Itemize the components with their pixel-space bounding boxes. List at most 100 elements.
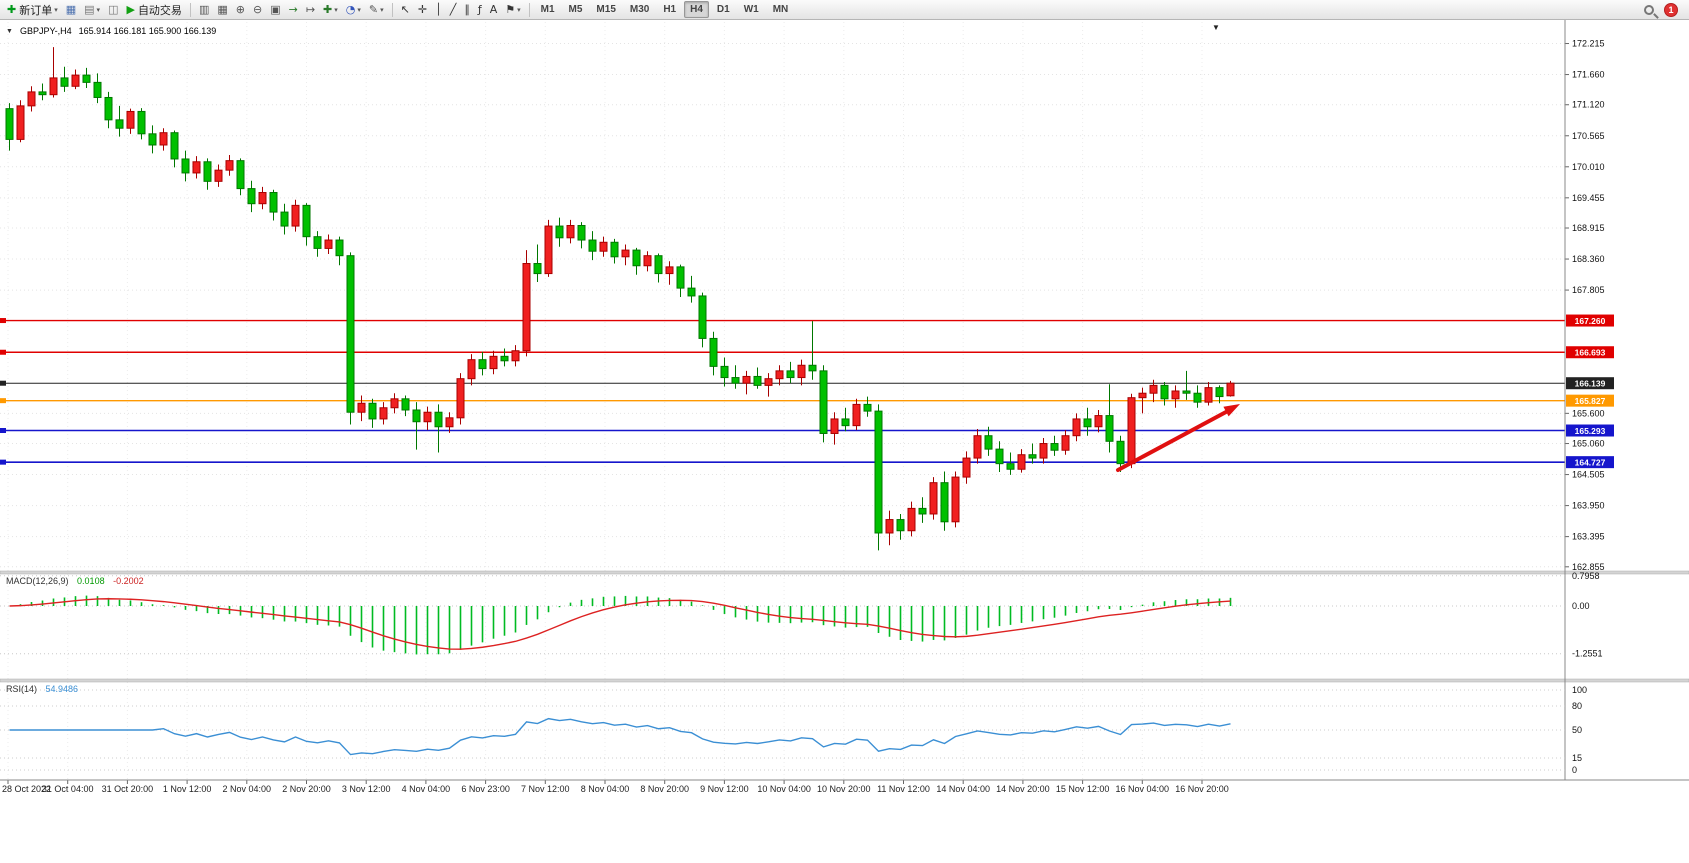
template-icon: ✎ (368, 3, 379, 16)
cursor-button[interactable]: ↖ (398, 1, 413, 19)
market-watch-button[interactable]: ◫ (105, 1, 121, 19)
svg-text:167.805: 167.805 (1572, 285, 1605, 295)
svg-text:0.7958: 0.7958 (1572, 571, 1600, 581)
arrows-button-dropdown-icon[interactable]: ▾ (517, 6, 521, 14)
chart-shift-icon: ↦ (305, 3, 316, 16)
channel-button[interactable]: ∥ (461, 1, 473, 19)
svg-text:166.139: 166.139 (1575, 379, 1606, 389)
svg-text:7 Nov 12:00: 7 Nov 12:00 (521, 784, 570, 794)
chart-shift-button[interactable]: ↦ (303, 1, 318, 19)
timeframe-h1-button[interactable]: H1 (663, 4, 677, 15)
trendline-button[interactable]: ╱ (447, 1, 460, 19)
zoom-in-button[interactable]: ⊕ (233, 1, 248, 19)
new-order-button[interactable]: ✚ 新订单 ▾ (4, 1, 61, 19)
arrows-icon: ⚑ (505, 3, 516, 16)
new-chart-button-dropdown-icon[interactable]: ▾ (334, 6, 338, 14)
timeframe-m5-button[interactable]: M5 (568, 4, 583, 15)
timeframe-h4-button[interactable]: H4 (684, 1, 709, 18)
macd-name: MACD(12,26,9) (6, 576, 69, 586)
svg-text:165.293: 165.293 (1575, 426, 1606, 436)
fibonacci-button[interactable]: ƒ (475, 1, 485, 19)
svg-text:14 Nov 04:00: 14 Nov 04:00 (936, 784, 990, 794)
svg-text:14 Nov 20:00: 14 Nov 20:00 (996, 784, 1050, 794)
period-icon: ◔ (345, 3, 356, 16)
timeframe-m1-button[interactable]: M1 (540, 4, 555, 15)
svg-text:50: 50 (1572, 725, 1582, 735)
profiles-button-dropdown-icon[interactable]: ▾ (96, 6, 101, 14)
macd-indicator-label: MACD(12,26,9) 0.0108 -0.2002 (6, 576, 144, 586)
svg-text:16 Nov 04:00: 16 Nov 04:00 (1116, 784, 1170, 794)
svg-text:6 Nov 23:00: 6 Nov 23:00 (461, 784, 510, 794)
auto-trading-button[interactable]: ▶ 自动交易 (123, 1, 184, 19)
timeframe-m30-button[interactable]: M30 (629, 4, 650, 15)
svg-text:170.565: 170.565 (1572, 131, 1605, 141)
toolbar-button-group: ✚ 新订单 ▾ ▦ ▤ ▾ ◫ ▶ 自动交易 ▥ ▦ ⊕ ⊖ ▣ → ↦ ✚ ▾ ◔ ▾ ✎ ▾ ↖ ✛ │ ╱ ∥ ƒ A ⚑ ▾ M1 M5… (3, 1, 795, 19)
candle-chart-button[interactable]: ▦ (214, 1, 230, 19)
svg-text:165.060: 165.060 (1572, 439, 1605, 449)
svg-text:167.260: 167.260 (1575, 316, 1606, 326)
svg-text:164.727: 164.727 (1575, 458, 1606, 468)
svg-text:9 Nov 12:00: 9 Nov 12:00 (700, 784, 749, 794)
svg-text:11 Nov 12:00: 11 Nov 12:00 (877, 784, 930, 794)
svg-text:165.827: 165.827 (1575, 396, 1606, 406)
timeframe-w1-button[interactable]: W1 (743, 4, 759, 15)
svg-text:164.505: 164.505 (1572, 470, 1605, 480)
auto-scroll-icon: → (288, 3, 298, 16)
new-order-button-dropdown-icon[interactable]: ▾ (54, 6, 58, 14)
svg-text:169.455: 169.455 (1572, 193, 1605, 203)
template-button[interactable]: ✎ ▾ (366, 1, 387, 19)
crosshair-button[interactable]: ✛ (415, 1, 430, 19)
cursor-icon: ↖ (400, 3, 410, 16)
new-chart-button[interactable]: ✚ ▾ (320, 1, 341, 19)
svg-text:171.660: 171.660 (1572, 70, 1605, 80)
arrows-button[interactable]: ⚑ ▾ (502, 1, 523, 19)
svg-text:170.010: 170.010 (1572, 162, 1605, 172)
svg-text:80: 80 (1572, 701, 1582, 711)
svg-text:172.215: 172.215 (1572, 39, 1605, 49)
channel-icon: ∥ (464, 3, 470, 16)
collapse-symbol-icon[interactable]: ▼ (6, 27, 13, 35)
svg-text:0.00: 0.00 (1572, 601, 1590, 611)
svg-text:10 Nov 04:00: 10 Nov 04:00 (757, 784, 811, 794)
zoom-in-icon: ⊕ (235, 3, 245, 16)
chart-shift-marker-icon[interactable]: ▼ (1212, 23, 1220, 32)
svg-text:2 Nov 20:00: 2 Nov 20:00 (282, 784, 331, 794)
chart-window-icon: ▦ (65, 3, 77, 16)
chart-title: ▼ GBPJPY-,H4 165.914 166.181 165.900 166… (6, 26, 216, 36)
ohlc-readout: 165.914 166.181 165.900 166.139 (78, 26, 217, 36)
svg-text:0: 0 (1572, 765, 1577, 775)
tile-windows-button[interactable]: ▣ (267, 1, 283, 19)
zoom-out-button[interactable]: ⊖ (250, 1, 265, 19)
search-icon[interactable] (1644, 4, 1654, 15)
macd-signal-value: -0.2002 (113, 576, 144, 586)
zoom-out-icon: ⊖ (252, 3, 263, 16)
main-toolbar: ✚ 新订单 ▾ ▦ ▤ ▾ ◫ ▶ 自动交易 ▥ ▦ ⊕ ⊖ ▣ → ↦ ✚ ▾ ◔ ▾ ✎ ▾ ↖ ✛ │ ╱ ∥ ƒ A ⚑ ▾ M1 M5… (0, 0, 1689, 20)
svg-text:28 Oct 2022: 28 Oct 2022 (2, 784, 51, 794)
profiles-button[interactable]: ▤ ▾ (81, 1, 103, 19)
timeframe-mn-button[interactable]: MN (772, 4, 789, 15)
svg-text:3 Nov 12:00: 3 Nov 12:00 (342, 784, 391, 794)
bar-chart-button[interactable]: ▥ (196, 1, 212, 19)
svg-text:31 Oct 04:00: 31 Oct 04:00 (42, 784, 94, 794)
svg-text:16 Nov 20:00: 16 Nov 20:00 (1175, 784, 1229, 794)
period-button-dropdown-icon[interactable]: ▾ (357, 6, 361, 14)
svg-text:168.915: 168.915 (1572, 223, 1605, 233)
text-button[interactable]: A (487, 1, 501, 19)
chart-window-button[interactable]: ▦ (63, 1, 79, 19)
auto-scroll-button[interactable]: → (286, 1, 301, 19)
vertical-line-button[interactable]: │ (432, 1, 445, 19)
period-button[interactable]: ◔ ▾ (343, 1, 364, 19)
svg-text:15 Nov 12:00: 15 Nov 12:00 (1056, 784, 1110, 794)
svg-text:31 Oct 20:00: 31 Oct 20:00 (102, 784, 154, 794)
timeframe-d1-button[interactable]: D1 (716, 4, 730, 15)
candle-chart-icon: ▦ (217, 3, 228, 16)
toolbar-right-group: 1 (1644, 2, 1686, 17)
svg-text:165.600: 165.600 (1572, 408, 1605, 418)
timeframe-m15-button[interactable]: M15 (596, 4, 616, 15)
template-button-dropdown-icon[interactable]: ▾ (380, 6, 384, 14)
notification-badge[interactable]: 1 (1664, 2, 1678, 17)
svg-text:162.855: 162.855 (1572, 562, 1605, 572)
svg-text:-1.2551: -1.2551 (1572, 649, 1603, 659)
svg-text:10 Nov 20:00: 10 Nov 20:00 (817, 784, 871, 794)
